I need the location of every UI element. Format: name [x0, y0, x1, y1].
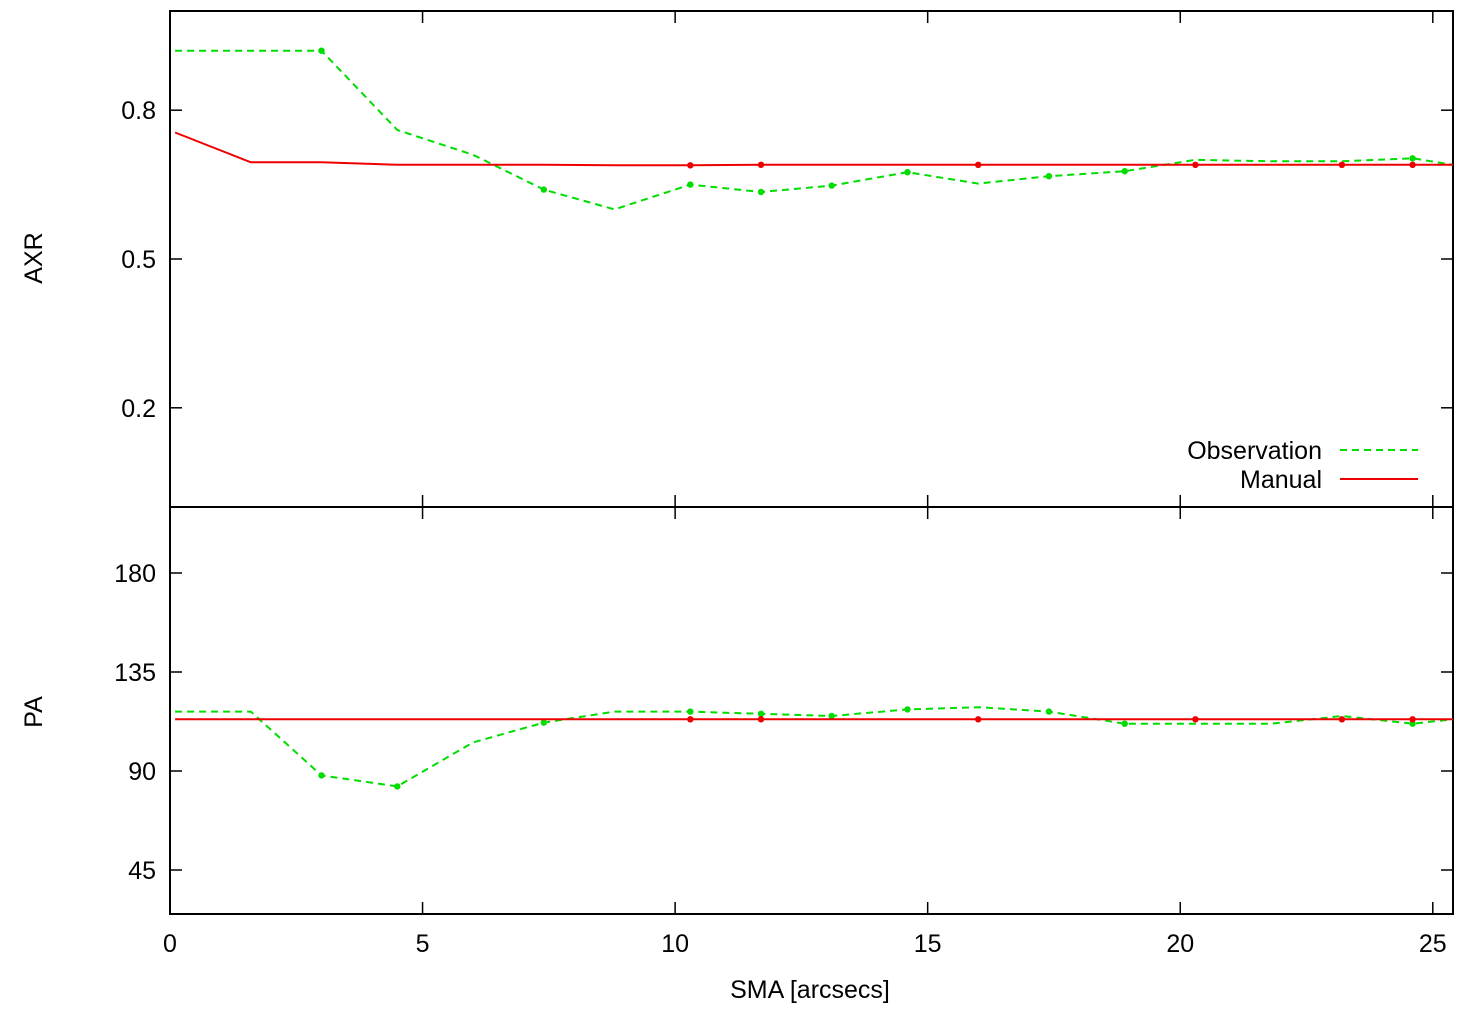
data-point-manual	[975, 161, 982, 168]
data-point-manual	[1338, 716, 1346, 723]
data-point-observation	[757, 710, 765, 717]
data-point-observation	[904, 169, 911, 176]
series-line-observation-axr	[175, 49, 1454, 211]
data-point-observation	[318, 47, 325, 54]
x-axis-label: SMA [arcsecs]	[730, 976, 890, 1004]
data-point-manual	[1192, 716, 1199, 723]
y-tick-label-axr: 0.5	[121, 246, 156, 274]
data-point-manual	[975, 716, 982, 723]
pa-panel: 0 5 10 15 20 25 45 90 135 180	[114, 506, 1454, 958]
data-point-manual	[757, 716, 765, 723]
data-point-manual	[1409, 716, 1416, 723]
data-point-manual	[687, 162, 694, 169]
x-tick-label: 0	[163, 930, 177, 958]
data-point-observation	[1045, 173, 1053, 180]
data-point-manual	[687, 716, 694, 723]
y-tick-label-axr: 0.8	[121, 97, 156, 125]
data-point-observation	[1045, 708, 1053, 715]
plot-frame-axr	[169, 10, 1454, 508]
data-point-manual	[757, 161, 765, 168]
x-tick-label: 25	[1419, 930, 1447, 958]
y-axis-label-pa: PA	[20, 696, 48, 728]
data-point-observation	[828, 712, 835, 720]
axr-panel: 0.2 0.5 0.8	[121, 10, 1454, 508]
legend-label-observation: Observation	[1187, 437, 1322, 465]
y-tick-label-pa: 135	[114, 659, 156, 687]
y-tick-label-pa: 45	[128, 857, 156, 885]
x-tick-label: 15	[914, 930, 942, 958]
x-tick-label: 5	[416, 930, 430, 958]
legend: Observation Manual	[1187, 437, 1418, 494]
data-point-observation	[540, 186, 547, 193]
data-point-observation	[1121, 168, 1128, 175]
data-point-manual	[1338, 161, 1346, 168]
data-point-observation	[687, 708, 694, 715]
plot-frame-pa	[169, 506, 1454, 915]
legend-label-manual: Manual	[1240, 466, 1322, 494]
data-point-observation	[904, 706, 911, 713]
y-tick-label-axr: 0.2	[121, 395, 156, 423]
data-point-observation	[1409, 155, 1416, 162]
data-point-observation	[828, 182, 835, 189]
y-tick-label-pa: 180	[114, 560, 156, 588]
data-point-manual	[1192, 161, 1199, 168]
data-point-observation	[540, 719, 547, 726]
data-point-observation	[687, 181, 694, 188]
y-axis-label-axr: AXR	[20, 232, 48, 283]
data-point-observation	[1121, 720, 1128, 727]
y-tick-label-pa: 90	[128, 758, 156, 786]
data-point-observation	[318, 772, 325, 779]
data-point-manual	[1409, 161, 1416, 168]
data-point-observation	[394, 783, 401, 790]
x-tick-label: 20	[1166, 930, 1194, 958]
x-tick-label: 10	[661, 930, 689, 958]
data-point-observation	[757, 188, 765, 196]
series-line-manual-axr	[174, 131, 1453, 167]
data-point-observation	[1409, 720, 1416, 727]
